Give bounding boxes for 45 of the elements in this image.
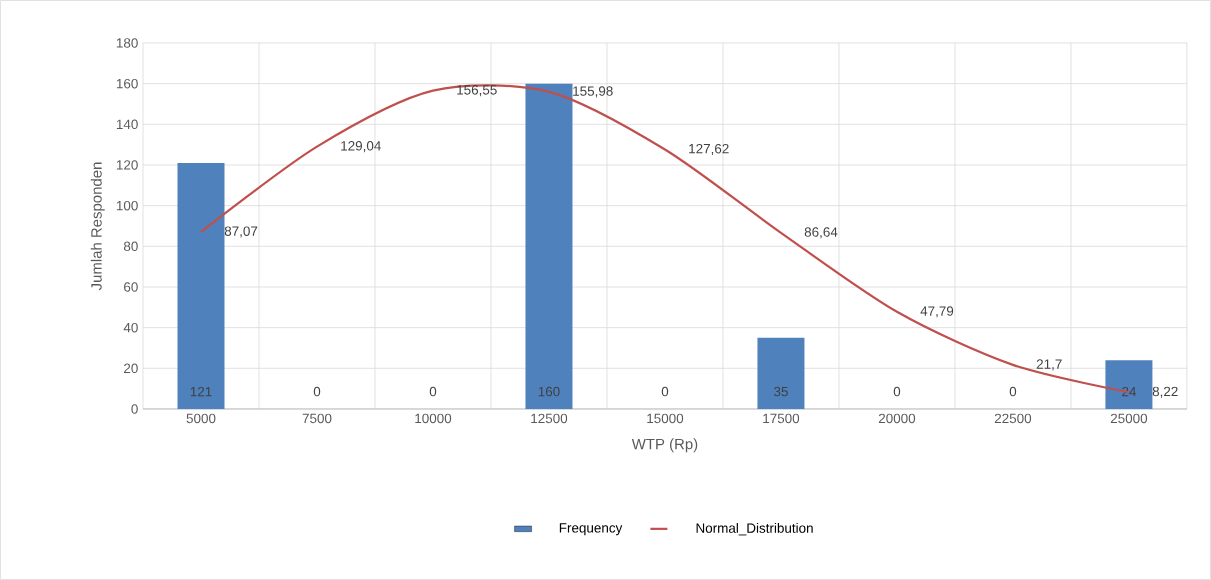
x-tick-label: 5000 (186, 413, 216, 424)
x-tick-label: 17500 (763, 413, 800, 424)
data-label: 0 (313, 386, 321, 397)
x-tick-label: 10000 (415, 413, 452, 424)
bar (177, 162, 225, 409)
y-tick-label: 20 (124, 363, 138, 374)
data-label: 129,04 (341, 141, 381, 153)
x-tick-label: 15000 (647, 413, 684, 424)
y-tick-label: 60 (124, 282, 138, 292)
data-label: 0 (429, 386, 437, 397)
x-axis-title: WTP (Rp) (631, 438, 698, 453)
x-tick-label: 25000 (1110, 413, 1148, 424)
data-label: 21,7 (1036, 359, 1062, 371)
y-tick-label: 180 (116, 38, 138, 48)
data-label: 8,22 (1152, 386, 1178, 398)
bar (1105, 360, 1153, 409)
data-label: 87,07 (224, 226, 258, 238)
data-label: 155,98 (573, 86, 613, 98)
y-tick-label: 160 (116, 78, 138, 89)
y-axis-title: Jumlah Responden (90, 162, 105, 291)
bar (757, 337, 805, 409)
y-tick-label: 0 (131, 404, 138, 414)
y-tick-label: 80 (123, 241, 138, 252)
data-label: 160 (538, 386, 560, 397)
y-tick-label: 140 (116, 119, 138, 130)
legend-label: Frequency (559, 523, 623, 536)
data-label: 47,79 (920, 306, 954, 318)
data-label: 86,64 (804, 227, 838, 239)
bar (525, 83, 573, 409)
data-label: 0 (661, 386, 669, 397)
y-tick-label: 100 (116, 200, 138, 211)
x-tick-label: 12500 (531, 413, 568, 424)
x-tick-label: 7500 (302, 413, 332, 424)
data-label: 0 (1009, 386, 1017, 397)
data-label: 0 (893, 386, 901, 397)
data-label: 24 (1122, 386, 1137, 397)
legend-label: Normal_Distribution (696, 522, 813, 536)
data-label: 127,62 (689, 143, 729, 156)
data-label: 121 (190, 386, 212, 397)
data-label: 35 (773, 386, 788, 397)
data-label: 156,55 (457, 85, 497, 97)
x-tick-label: 20000 (878, 413, 916, 424)
x-tick-label: 22500 (994, 413, 1032, 424)
y-tick-label: 120 (116, 160, 138, 170)
y-tick-label: 40 (123, 322, 138, 333)
